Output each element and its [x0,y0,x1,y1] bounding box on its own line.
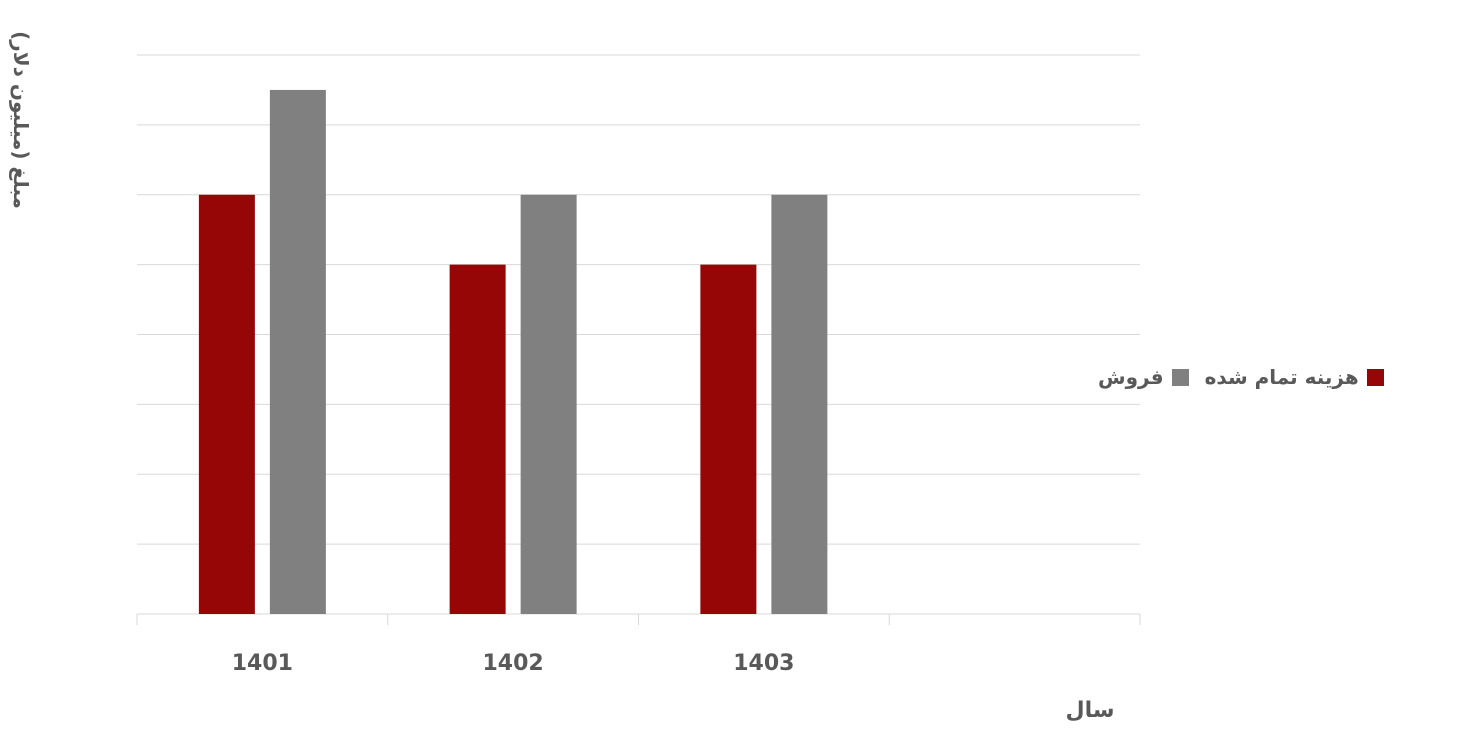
x-tick-label: 1401 [232,651,293,676]
bar-sales-1403 [771,194,828,614]
bar-cost-1402 [449,264,506,614]
y-axis-label-container: مبلغ (میلیون دلار) [2,0,40,240]
legend: هزینه تمام شده فروش [1098,362,1384,392]
x-axis-label: سال [1065,698,1115,723]
bar-sales-1401 [269,89,326,614]
legend-item-sales: فروش [1098,365,1189,389]
legend-label-cost: هزینه تمام شده [1204,365,1359,389]
x-tick-label: 1402 [483,651,544,676]
legend-swatch-cost [1366,368,1384,386]
bar-cost-1401 [198,194,255,614]
bar-cost-1403 [700,264,757,614]
legend-swatch-sales [1171,368,1189,386]
bar-sales-1402 [520,194,577,614]
legend-label-sales: فروش [1098,365,1164,389]
legend-item-cost: هزینه تمام شده [1205,365,1384,389]
y-axis-label: مبلغ (میلیون دلار) [9,31,33,209]
x-tick-label: 1403 [733,651,794,676]
